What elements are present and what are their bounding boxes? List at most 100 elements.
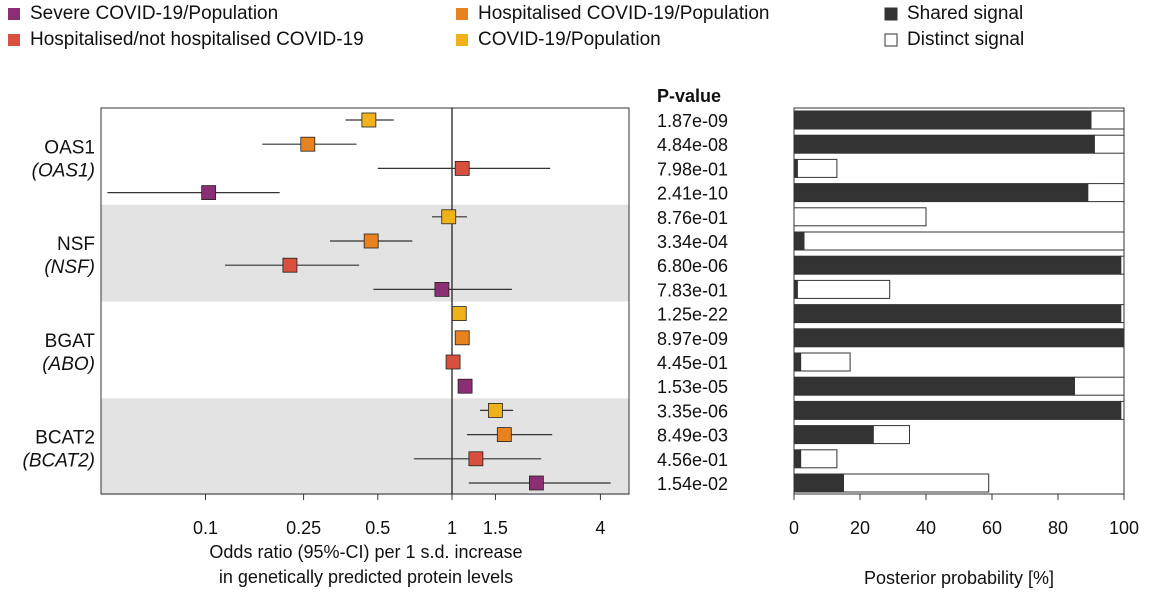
bar-x-axis-label: Posterior probability [%]	[864, 568, 1054, 588]
point-estimate	[451, 306, 467, 322]
bar-x-tick-label: 100	[1109, 518, 1139, 538]
group-label: BCAT2	[35, 428, 95, 449]
point-estimate	[488, 402, 503, 418]
bar-distinct	[800, 449, 838, 469]
group-shading	[101, 398, 629, 496]
point-estimate	[434, 281, 450, 297]
bar-distinct	[796, 158, 838, 178]
group-shading	[101, 204, 629, 302]
point-estimate	[361, 112, 377, 128]
point-estimate	[201, 185, 217, 201]
x-tick-label: 1	[447, 518, 457, 538]
x-tick-label: 4	[595, 518, 605, 538]
legend-label: Severe COVID-19/Population	[30, 3, 278, 24]
bar-shared	[793, 352, 802, 372]
legend-swatch	[456, 34, 468, 46]
legend-label: Distinct signal	[907, 29, 1024, 50]
pvalue: 2.41e-10	[657, 184, 728, 204]
pvalue: 4.45e-01	[657, 353, 728, 373]
bar-distinct	[803, 231, 1125, 251]
pvalue: 6.80e-06	[657, 256, 728, 276]
bar-distinct	[1093, 134, 1125, 154]
legend-swatch	[884, 33, 898, 47]
bar-x-tick-label: 20	[850, 518, 870, 538]
gene-label: (ABO)	[42, 354, 95, 375]
gene-label: (OAS1)	[32, 160, 95, 181]
bar-distinct	[1074, 376, 1125, 396]
point-estimate	[454, 330, 470, 346]
pvalue: 3.35e-06	[657, 401, 728, 421]
bar-distinct	[1087, 183, 1125, 203]
pvalue: 4.56e-01	[657, 450, 728, 470]
pvalue: 1.53e-05	[657, 377, 728, 397]
bar-distinct	[843, 473, 990, 493]
pvalue: 8.76e-01	[657, 208, 728, 228]
x-tick-label: 0.5	[365, 518, 390, 538]
bar-shared	[793, 304, 1122, 324]
point-estimate	[282, 257, 298, 273]
bar-distinct	[800, 352, 851, 372]
bar-x-tick-label: 0	[789, 518, 799, 538]
bar-shared	[793, 279, 798, 299]
pvalue: 1.54e-02	[657, 474, 728, 494]
gene-label: (BCAT2)	[23, 451, 95, 472]
bar-shared	[793, 376, 1075, 396]
legend-swatch	[456, 8, 468, 20]
bar-shared	[793, 425, 874, 445]
bar-shared	[793, 158, 798, 178]
pvalue: 1.25e-22	[657, 305, 728, 325]
x-tick-label: 1.5	[483, 518, 508, 538]
pvalue: 4.84e-08	[657, 135, 728, 155]
legend-label: COVID-19/Population	[478, 29, 661, 50]
bar-distinct	[793, 207, 927, 227]
bar-shared	[793, 110, 1092, 130]
point-estimate	[529, 475, 544, 491]
legend: Severe COVID-19/Population Hospitalised/n…	[0, 0, 1153, 60]
legend-svg: Severe COVID-19/Population Hospitalised/n…	[8, 3, 1024, 50]
point-estimate	[454, 160, 470, 176]
bar-distinct	[796, 279, 891, 299]
x-axis-label: Odds ratio (95%-CI) per 1 s.d. increase	[209, 542, 522, 562]
group-label: NSF	[57, 234, 95, 255]
bar-shared	[793, 255, 1122, 275]
bar-shared	[793, 183, 1089, 203]
bar-distinct	[1090, 110, 1125, 130]
point-estimate	[300, 136, 316, 152]
bar-shared	[793, 231, 805, 251]
bar-shared	[793, 473, 844, 493]
point-estimate	[496, 427, 512, 443]
legend-swatch	[8, 8, 20, 20]
pvalue: 3.34e-04	[657, 232, 728, 252]
bar-distinct	[872, 425, 911, 445]
legend-label: Hospitalised COVID-19/Population	[478, 3, 770, 24]
bar-shared	[793, 449, 802, 469]
point-estimate	[468, 451, 484, 467]
bar-plot-frame	[793, 107, 1125, 495]
pvalue: 7.98e-01	[657, 159, 728, 179]
pvalue: 8.97e-09	[657, 329, 728, 349]
pvalue: 8.49e-03	[657, 426, 728, 446]
bar-shared	[793, 400, 1122, 420]
bar-x-tick-label: 60	[982, 518, 1002, 538]
legend-swatch	[8, 34, 20, 46]
gene-label: (NSF)	[44, 257, 95, 278]
legend-label: Shared signal	[907, 3, 1023, 24]
group-label: OAS1	[44, 137, 95, 158]
pvalue-header: P-value	[657, 86, 721, 106]
legend-swatch	[884, 7, 898, 21]
legend-label: Hospitalised/not hospitalised COVID-19	[30, 29, 364, 50]
point-estimate	[363, 233, 379, 249]
pvalue: 1.87e-09	[657, 111, 728, 131]
group-label: BGAT	[45, 331, 96, 352]
point-estimate	[441, 209, 457, 225]
x-axis-label: in genetically predicted protein levels	[219, 567, 513, 587]
bar-shared	[793, 134, 1095, 154]
pvalue: 7.83e-01	[657, 280, 728, 300]
x-tick-label: 0.25	[286, 518, 321, 538]
plot-frame	[100, 107, 630, 495]
point-estimate	[445, 354, 461, 370]
x-tick-label: 0.1	[193, 518, 218, 538]
point-estimate	[457, 378, 473, 394]
